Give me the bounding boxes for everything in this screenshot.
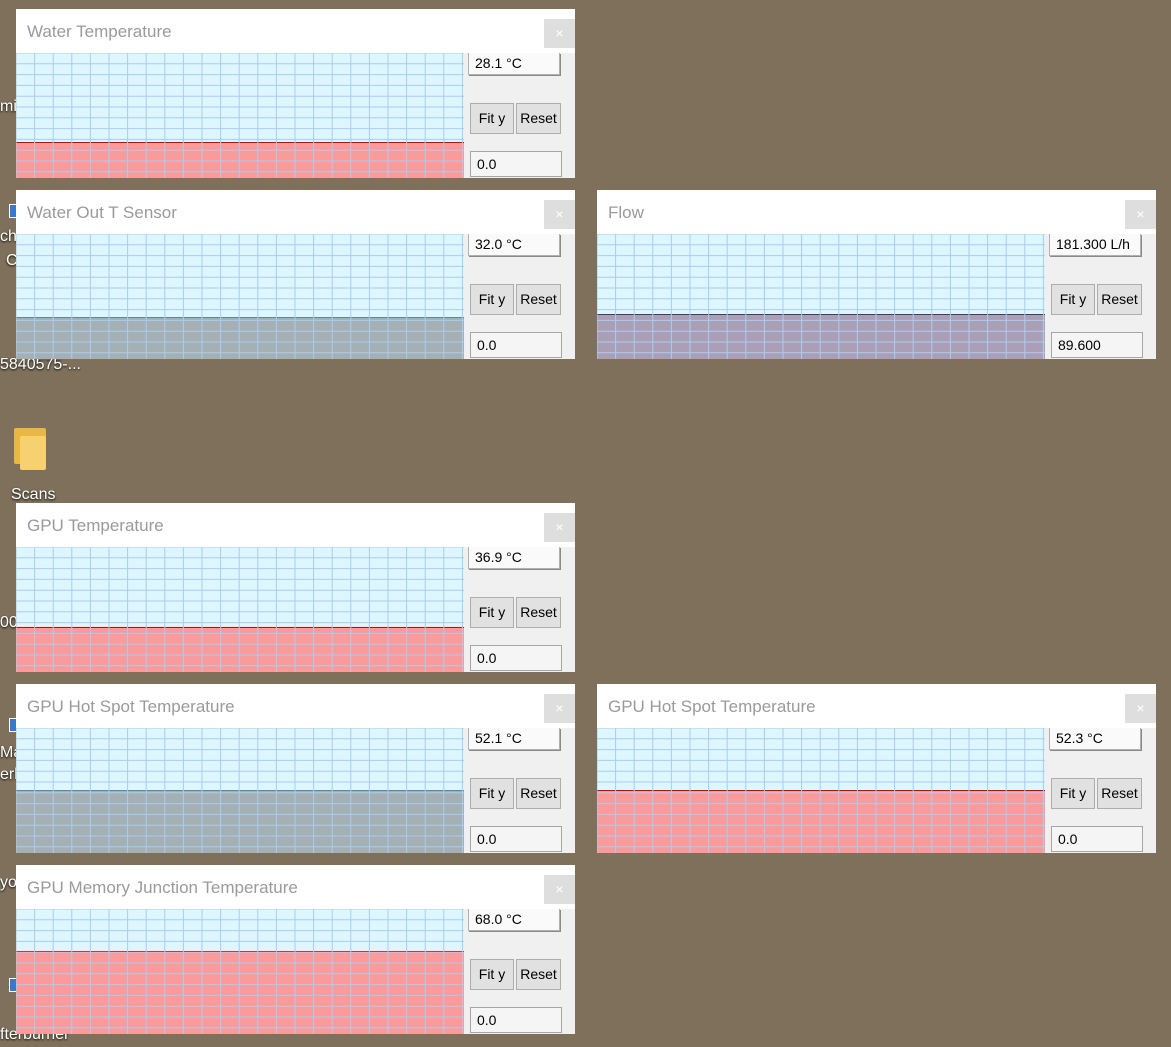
max-value-field[interactable]: 68.0 °C — [468, 909, 560, 931]
window-titlebar[interactable]: GPU Hot Spot Temperature × — [597, 684, 1156, 728]
close-button[interactable]: × — [1125, 200, 1156, 229]
plot-grid — [16, 234, 464, 359]
reset-button[interactable]: Reset — [1097, 778, 1142, 809]
reset-button[interactable]: Reset — [1097, 284, 1142, 315]
max-value-field[interactable]: 32.0 °C — [468, 234, 560, 256]
close-icon: × — [555, 206, 564, 222]
plot-grid — [597, 728, 1045, 853]
sensor-graph — [16, 234, 464, 359]
folder-icon[interactable] — [14, 428, 50, 476]
sensor-graph — [16, 547, 464, 672]
fit-y-button[interactable]: Fit y — [470, 284, 514, 315]
sensor-graph — [16, 728, 464, 853]
sensor-graph — [16, 909, 464, 1034]
desktop-label-fragment[interactable]: ch — [0, 228, 17, 245]
close-button[interactable]: × — [1125, 694, 1156, 723]
plot-grid — [16, 53, 464, 178]
plot-grid — [597, 234, 1045, 359]
fit-y-button[interactable]: Fit y — [470, 959, 514, 990]
window-titlebar[interactable]: GPU Memory Junction Temperature × — [16, 865, 575, 909]
close-button[interactable]: × — [544, 875, 575, 904]
fit-y-button[interactable]: Fit y — [1051, 284, 1095, 315]
monitor-window[interactable]: Water Temperature × 28.1 °C Fit y Reset … — [16, 9, 575, 178]
min-value-field[interactable]: 0.0 — [470, 645, 562, 671]
plot-grid — [16, 547, 464, 672]
max-value-field[interactable]: 181.300 L/h — [1049, 234, 1141, 256]
window-title: Water Out T Sensor — [27, 203, 177, 222]
desktop-label-fragment[interactable]: 00 — [0, 614, 18, 631]
close-button[interactable]: × — [544, 513, 575, 542]
folder-front-shape — [20, 436, 46, 470]
monitor-window[interactable]: Flow × 181.300 L/h Fit y Reset 89.600 — [597, 190, 1156, 359]
fit-y-button[interactable]: Fit y — [470, 597, 514, 628]
desktop-label-fragment[interactable]: mi — [0, 98, 17, 115]
min-value-field[interactable]: 89.600 — [1051, 332, 1143, 358]
window-title: Flow — [608, 203, 644, 222]
min-value-field[interactable]: 0.0 — [470, 332, 562, 358]
max-value-field[interactable]: 36.9 °C — [468, 547, 560, 569]
reset-button[interactable]: Reset — [516, 597, 561, 628]
min-value-field[interactable]: 0.0 — [470, 151, 562, 177]
window-title: Water Temperature — [27, 22, 172, 41]
min-value-field[interactable]: 0.0 — [1051, 826, 1143, 852]
close-button[interactable]: × — [544, 19, 575, 48]
fit-y-button[interactable]: Fit y — [470, 778, 514, 809]
close-icon: × — [555, 25, 564, 41]
close-icon: × — [555, 700, 564, 716]
window-title: GPU Hot Spot Temperature — [608, 697, 816, 716]
sensor-graph — [597, 234, 1045, 359]
monitor-window[interactable]: GPU Temperature × 36.9 °C Fit y Reset 0.… — [16, 503, 575, 672]
sensor-graph — [597, 728, 1045, 853]
max-value-field[interactable]: 52.1 °C — [468, 728, 560, 750]
window-titlebar[interactable]: Water Temperature × — [16, 9, 575, 53]
window-title: GPU Memory Junction Temperature — [27, 878, 298, 897]
max-value-field[interactable]: 52.3 °C — [1049, 728, 1141, 750]
monitor-window[interactable]: GPU Hot Spot Temperature × 52.1 °C Fit y… — [16, 684, 575, 853]
window-titlebar[interactable]: GPU Hot Spot Temperature × — [16, 684, 575, 728]
window-title: GPU Temperature — [27, 516, 164, 535]
reset-button[interactable]: Reset — [516, 778, 561, 809]
close-icon: × — [555, 881, 564, 897]
close-icon: × — [1136, 206, 1145, 222]
fit-y-button[interactable]: Fit y — [1051, 778, 1095, 809]
min-value-field[interactable]: 0.0 — [470, 1007, 562, 1033]
sensor-graph — [16, 53, 464, 178]
max-value-field[interactable]: 28.1 °C — [468, 53, 560, 75]
reset-button[interactable]: Reset — [516, 103, 561, 134]
desktop-label-fragment[interactable]: 5840575-... — [0, 356, 81, 373]
reset-button[interactable]: Reset — [516, 959, 561, 990]
min-value-field[interactable]: 0.0 — [470, 826, 562, 852]
window-titlebar[interactable]: GPU Temperature × — [16, 503, 575, 547]
window-titlebar[interactable]: Flow × — [597, 190, 1156, 234]
window-titlebar[interactable]: Water Out T Sensor × — [16, 190, 575, 234]
desktop-label-scans[interactable]: Scans — [11, 486, 56, 503]
close-icon: × — [555, 519, 564, 535]
close-icon: × — [1136, 700, 1145, 716]
window-title: GPU Hot Spot Temperature — [27, 697, 235, 716]
close-button[interactable]: × — [544, 694, 575, 723]
desktop-label-fragment[interactable]: C — [6, 252, 18, 269]
fit-y-button[interactable]: Fit y — [470, 103, 514, 134]
reset-button[interactable]: Reset — [516, 284, 561, 315]
monitor-window[interactable]: GPU Hot Spot Temperature × 52.3 °C Fit y… — [597, 684, 1156, 853]
desktop-label-fragment[interactable]: yo — [0, 874, 17, 891]
close-button[interactable]: × — [544, 200, 575, 229]
plot-grid — [16, 909, 464, 1034]
monitor-window[interactable]: Water Out T Sensor × 32.0 °C Fit y Reset… — [16, 190, 575, 359]
monitor-window[interactable]: GPU Memory Junction Temperature × 68.0 °… — [16, 865, 575, 1034]
plot-grid — [16, 728, 464, 853]
